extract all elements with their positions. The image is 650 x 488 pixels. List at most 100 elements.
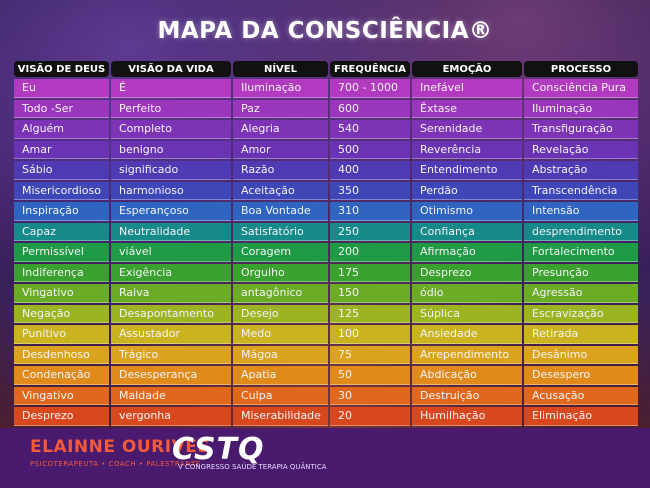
cell-processo: Abstração: [524, 161, 638, 180]
cell-visao-da-vida: Raiva: [111, 284, 231, 303]
cell-processo: Intensão: [524, 202, 638, 221]
cell-frequencia: 100: [330, 325, 410, 344]
brand1-subtitle: PSICOTERAPEUTA • COACH • PALESTRANTE: [30, 460, 201, 468]
cell-nivel: Coragem: [233, 243, 328, 262]
cell-visao-de-deus: Vingativo: [14, 284, 109, 303]
cell-frequencia: 30: [330, 386, 410, 405]
cell-emocao: Entendimento: [412, 161, 522, 180]
table-row: Vingativo Maldade Culpa 30 Destruição Acusaçã…: [14, 386, 638, 405]
consciousness-map-table: VISÃO DE DEUS VISÃO DA VIDA NÍVEL FREQUÊ…: [12, 59, 640, 428]
cell-emocao: Desprezo: [412, 263, 522, 282]
cell-visao-da-vida: Neutralidade: [111, 222, 231, 241]
cell-emocao: ódio: [412, 284, 522, 303]
cell-visao-de-deus: Permissível: [14, 243, 109, 262]
brand2-subtitle: V CONGRESSO SAÚDE TERAPIA QUÂNTICA: [178, 463, 327, 471]
cell-visao-da-vida: Perfeito: [111, 99, 231, 118]
cell-nivel: antagônico: [233, 284, 328, 303]
cell-visao-da-vida: Desapontamento: [111, 304, 231, 323]
cell-frequencia: 50: [330, 366, 410, 385]
cell-visao-da-vida: Exigência: [111, 263, 231, 282]
cell-frequencia: 75: [330, 345, 410, 364]
header-nivel: NÍVEL: [233, 61, 328, 77]
cell-visao-da-vida: vergonha: [111, 407, 231, 426]
cell-visao-da-vida: harmonioso: [111, 181, 231, 200]
cell-frequencia: 700 - 1000: [330, 79, 410, 98]
cell-processo: Consciência Pura: [524, 79, 638, 98]
table-row: Negação Desapontamento Desejo 125 Súplica Esc…: [14, 304, 638, 323]
table-row: Punitivo Assustador Medo 100 Ansiedade Retira…: [14, 325, 638, 344]
cell-frequencia: 125: [330, 304, 410, 323]
cell-processo: Escravização: [524, 304, 638, 323]
cell-processo: Revelação: [524, 140, 638, 159]
cell-nivel: Amor: [233, 140, 328, 159]
table-row: Sábio significado Razão 400 Entendimento Abst…: [14, 161, 638, 180]
cell-emocao: Inefável: [412, 79, 522, 98]
cell-visao-de-deus: Vingativo: [14, 386, 109, 405]
cell-visao-da-vida: viável: [111, 243, 231, 262]
cell-processo: Transcendência: [524, 181, 638, 200]
cell-visao-de-deus: Sábio: [14, 161, 109, 180]
cell-visao-de-deus: Indiferença: [14, 263, 109, 282]
table-row: Alguém Completo Alegria 540 Serenidade Transf…: [14, 120, 638, 139]
cell-frequencia: 540: [330, 120, 410, 139]
cell-visao-da-vida: significado: [111, 161, 231, 180]
cell-frequencia: 310: [330, 202, 410, 221]
cell-frequencia: 400: [330, 161, 410, 180]
cell-nivel: Paz: [233, 99, 328, 118]
cell-frequencia: 500: [330, 140, 410, 159]
brand-logo-elainne: ELAINNE OURIVES: [30, 437, 210, 457]
page-title: MAPA DA CONSCIÊNCIA®: [157, 18, 493, 44]
cell-visao-da-vida: Maldade: [111, 386, 231, 405]
cell-visao-de-deus: Eu: [14, 79, 109, 98]
table-row: Indiferença Exigência Orgulho 175 Desprezo Pr…: [14, 263, 638, 282]
table-row: Vingativo Raiva antagônico 150 ódio Agressão: [14, 284, 638, 303]
cell-emocao: Perdão: [412, 181, 522, 200]
cell-emocao: Arrependimento: [412, 345, 522, 364]
table-row: Condenação Desesperança Apatia 50 Abdicação D…: [14, 366, 638, 385]
header-visao-da-vida: VISÃO DA VIDA: [111, 61, 231, 77]
table-row: Amar benigno Amor 500 Reverência Revelação: [14, 140, 638, 159]
cell-processo: Agressão: [524, 284, 638, 303]
cell-nivel: Iluminação: [233, 79, 328, 98]
table-row: Permissível viável Coragem 200 Afirmação Fort…: [14, 243, 638, 262]
cell-nivel: Medo: [233, 325, 328, 344]
table-row: Desprezo vergonha Miserabilidade 20 Humilhaç…: [14, 407, 638, 426]
cell-emocao: Êxtase: [412, 99, 522, 118]
cell-emocao: Humilhação: [412, 407, 522, 426]
cell-visao-de-deus: Alguém: [14, 120, 109, 139]
cell-visao-de-deus: Punitivo: [14, 325, 109, 344]
cell-visao-de-deus: Negação: [14, 304, 109, 323]
cell-nivel: Mágoa: [233, 345, 328, 364]
cell-processo: Retirada: [524, 325, 638, 344]
cell-visao-da-vida: Assustador: [111, 325, 231, 344]
brand1-name: ELAINNE OURIVES: [30, 437, 211, 457]
table-header-row: VISÃO DE DEUS VISÃO DA VIDA NÍVEL FREQUÊ…: [14, 61, 638, 77]
cell-visao-da-vida: Esperançoso: [111, 202, 231, 221]
table-row: Eu É Iluminação 700 - 1000 Inefável Consciênc…: [14, 79, 638, 98]
cell-frequencia: 175: [330, 263, 410, 282]
cell-visao-da-vida: Trágico: [111, 345, 231, 364]
cell-nivel: Boa Vontade: [233, 202, 328, 221]
cell-visao-da-vida: Desesperança: [111, 366, 231, 385]
header-processo: PROCESSO: [524, 61, 638, 77]
cell-visao-de-deus: Capaz: [14, 222, 109, 241]
cell-emocao: Reverência: [412, 140, 522, 159]
cell-emocao: Súplica: [412, 304, 522, 323]
cell-processo: Desânimo: [524, 345, 638, 364]
cell-emocao: Ansiedade: [412, 325, 522, 344]
cell-processo: Transfiguração: [524, 120, 638, 139]
cell-nivel: Desejo: [233, 304, 328, 323]
cell-frequencia: 150: [330, 284, 410, 303]
cell-processo: Eliminação: [524, 407, 638, 426]
cell-nivel: Culpa: [233, 386, 328, 405]
cell-visao-da-vida: benigno: [111, 140, 231, 159]
table-row: Inspiração Esperançoso Boa Vontade 310 Otimi…: [14, 202, 638, 221]
cell-visao-da-vida: É: [111, 79, 231, 98]
cell-visao-de-deus: Inspiração: [14, 202, 109, 221]
table-row: Capaz Neutralidade Satisfatório 250 Confianç…: [14, 222, 638, 241]
cell-visao-de-deus: Desdenhoso: [14, 345, 109, 364]
footer-bar: [0, 428, 650, 488]
cell-visao-de-deus: Condenação: [14, 366, 109, 385]
header-visao-de-deus: VISÃO DE DEUS: [14, 61, 109, 77]
cell-nivel: Razão: [233, 161, 328, 180]
